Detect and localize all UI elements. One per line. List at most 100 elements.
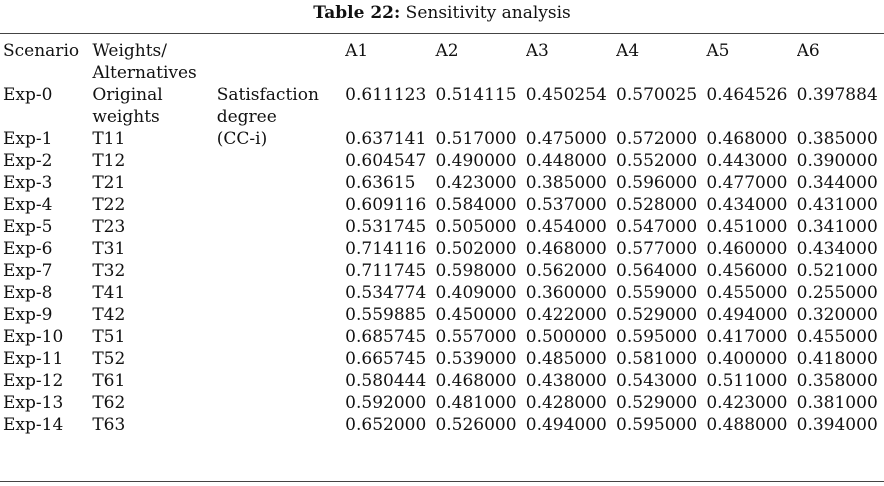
value-cell-a6: 0.381000 <box>796 393 878 413</box>
value-cell-a4: 0.543000 <box>616 371 698 391</box>
header-weights-line1: Weights/ <box>92 41 168 61</box>
measure-empty-cell <box>217 370 345 392</box>
weight-cell: T12 <box>92 151 126 171</box>
value-cell-a2: 0.539000 <box>435 349 517 369</box>
value-cell-a3: 0.562000 <box>525 261 607 281</box>
table-row: Exp-14 T63 0.652000 0.526000 0.494000 0.59500… <box>0 414 884 436</box>
value-cell-a1: 0.714116 <box>345 239 427 259</box>
value-cell-a3: 0.450254 <box>525 85 607 105</box>
value-cell-a3: 0.537000 <box>525 195 607 215</box>
header-a6: A6 <box>796 41 820 61</box>
weight-cell: T41 <box>92 283 126 303</box>
scenario-cell: Exp-13 <box>3 393 64 413</box>
measure-empty-cell <box>217 238 345 260</box>
value-cell-a6: 0.431000 <box>796 195 878 215</box>
scenario-cell: Exp-11 <box>3 349 64 369</box>
value-cell-a5: 0.460000 <box>706 239 788 259</box>
table-row: Exp-9 T42 0.559885 0.450000 0.422000 0.529000… <box>0 304 884 326</box>
value-cell-a6: 0.320000 <box>796 305 878 325</box>
weight-cell: T23 <box>92 217 126 237</box>
value-cell-a1: 0.665745 <box>345 349 427 369</box>
scenario-cell: Exp-2 <box>3 151 53 171</box>
value-cell-a5: 0.443000 <box>706 151 788 171</box>
header-a3: A3 <box>525 41 549 61</box>
value-cell-a6: 0.390000 <box>796 151 878 171</box>
value-cell-a2: 0.490000 <box>435 151 517 171</box>
weight-cell: T52 <box>92 349 126 369</box>
value-cell-a5: 0.434000 <box>706 195 788 215</box>
value-cell-a1: 0.534774 <box>345 283 427 303</box>
scenario-cell: Exp-7 <box>3 261 53 281</box>
value-cell-a3: 0.485000 <box>525 349 607 369</box>
weight-cell: T61 <box>92 371 126 391</box>
value-cell-a4: 0.595000 <box>616 327 698 347</box>
value-cell-a3: 0.448000 <box>525 151 607 171</box>
header-scenario: Scenario <box>3 41 80 61</box>
value-cell-a4: 0.564000 <box>616 261 698 281</box>
weight-cell: T11 <box>92 129 126 149</box>
measure-empty-cell <box>217 414 345 436</box>
measure-empty-cell <box>217 304 345 326</box>
value-cell-a3: 0.494000 <box>525 415 607 435</box>
value-cell-a3: 0.385000 <box>525 173 607 193</box>
table-row: Exp-3 T21 0.63615 0.423000 0.385000 0.596000 0… <box>0 172 884 194</box>
value-cell-a2: 0.598000 <box>435 261 517 281</box>
value-cell-a2: 0.514115 <box>435 85 517 105</box>
value-cell-a5: 0.494000 <box>706 305 788 325</box>
table-row: Exp-2 T12 0.604547 0.490000 0.448000 0.552000… <box>0 150 884 172</box>
value-cell-a2: 0.481000 <box>435 393 517 413</box>
value-cell-a3: 0.468000 <box>525 239 607 259</box>
value-cell-a5: 0.488000 <box>706 415 788 435</box>
value-cell-a6: 0.358000 <box>796 371 878 391</box>
scenario-cell: Exp-4 <box>3 195 53 215</box>
scenario-cell: Exp-6 <box>3 239 53 259</box>
weight-cell: T62 <box>92 393 126 413</box>
value-cell-a3: 0.475000 <box>525 129 607 149</box>
value-cell-a4: 0.570025 <box>616 85 698 105</box>
table-row: Exp-13 T62 0.592000 0.481000 0.428000 0.52900… <box>0 392 884 414</box>
value-cell-a6: 0.344000 <box>796 173 878 193</box>
value-cell-a2: 0.526000 <box>435 415 517 435</box>
table-row: Exp-8 T41 0.534774 0.409000 0.360000 0.559000… <box>0 282 884 304</box>
scenario-cell: Exp-10 <box>3 327 64 347</box>
value-cell-a4: 0.529000 <box>616 393 698 413</box>
table-caption: Table 22: Sensitivity analysis <box>0 3 884 23</box>
value-cell-a5: 0.400000 <box>706 349 788 369</box>
value-cell-a4: 0.572000 <box>616 129 698 149</box>
value-cell-a2: 0.502000 <box>435 239 517 259</box>
scenario-cell: Exp-5 <box>3 217 53 237</box>
header-measure-empty <box>217 35 345 84</box>
scenario-cell: Exp-0 <box>3 85 53 105</box>
measure-empty-cell <box>217 216 345 238</box>
table-row: Exp-0 Original weights Satisfaction degree(… <box>0 84 884 149</box>
value-cell-a3: 0.438000 <box>525 371 607 391</box>
scenario-cell: Exp-9 <box>3 305 53 325</box>
table-row: Exp-1 T11 0.637141 0.517000 0.475000 0.572000… <box>0 128 884 150</box>
value-cell-a4: 0.528000 <box>616 195 698 215</box>
value-cell-a6: 0.255000 <box>796 283 878 303</box>
header-row: Scenario Weights/ Alternatives A1 A2 A3 … <box>0 35 884 84</box>
value-cell-a6: 0.385000 <box>796 129 878 149</box>
scenario-cell: Exp-12 <box>3 371 64 391</box>
measure-empty-cell <box>217 194 345 216</box>
value-cell-a6: 0.341000 <box>796 217 878 237</box>
value-cell-a1: 0.611123 <box>345 85 427 105</box>
value-cell-a3: 0.422000 <box>525 305 607 325</box>
value-cell-a2: 0.468000 <box>435 371 517 391</box>
value-cell-a4: 0.577000 <box>616 239 698 259</box>
value-cell-a3: 0.360000 <box>525 283 607 303</box>
weight-cell: T51 <box>92 327 126 347</box>
table-top-rule <box>0 33 884 34</box>
value-cell-a5: 0.468000 <box>706 129 788 149</box>
measure-empty-cell <box>217 150 345 172</box>
weight-cell: T22 <box>92 195 126 215</box>
value-cell-a2: 0.584000 <box>435 195 517 215</box>
value-cell-a5: 0.451000 <box>706 217 788 237</box>
value-cell-a6: 0.521000 <box>796 261 878 281</box>
table-caption-label: Table 22: <box>313 3 401 23</box>
value-cell-a4: 0.529000 <box>616 305 698 325</box>
value-cell-a1: 0.592000 <box>345 393 427 413</box>
value-cell-a6: 0.455000 <box>796 327 878 347</box>
value-cell-a1: 0.580444 <box>345 371 427 391</box>
header-weights: Weights/ Alternatives <box>92 35 216 84</box>
